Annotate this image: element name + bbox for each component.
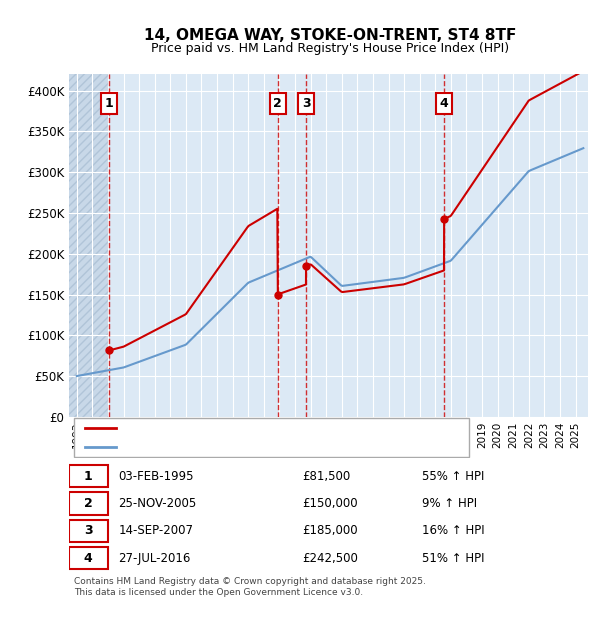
Text: 4: 4	[84, 552, 92, 565]
Text: 55% ↑ HPI: 55% ↑ HPI	[422, 469, 484, 482]
FancyBboxPatch shape	[69, 492, 108, 515]
Text: £150,000: £150,000	[302, 497, 358, 510]
Text: 1: 1	[105, 97, 114, 110]
Text: 27-JUL-2016: 27-JUL-2016	[118, 552, 191, 565]
Text: £185,000: £185,000	[302, 525, 358, 538]
Bar	[69, 74, 109, 417]
FancyBboxPatch shape	[74, 418, 469, 457]
Text: 9% ↑ HPI: 9% ↑ HPI	[422, 497, 477, 510]
Bar	[69, 74, 109, 417]
Text: 25-NOV-2005: 25-NOV-2005	[118, 497, 197, 510]
Text: Price paid vs. HM Land Registry's House Price Index (HPI): Price paid vs. HM Land Registry's House …	[151, 42, 509, 55]
Text: 2: 2	[84, 497, 92, 510]
Text: 4: 4	[440, 97, 449, 110]
FancyBboxPatch shape	[69, 547, 108, 569]
Text: 14, OMEGA WAY, STOKE-ON-TRENT, ST4 8TF: 14, OMEGA WAY, STOKE-ON-TRENT, ST4 8TF	[144, 28, 516, 43]
Text: 2: 2	[274, 97, 282, 110]
FancyBboxPatch shape	[69, 465, 108, 487]
Text: 14-SEP-2007: 14-SEP-2007	[118, 525, 193, 538]
FancyBboxPatch shape	[69, 520, 108, 542]
Text: £81,500: £81,500	[302, 469, 351, 482]
Text: £242,500: £242,500	[302, 552, 358, 565]
Text: Contains HM Land Registry data © Crown copyright and database right 2025.
This d: Contains HM Land Registry data © Crown c…	[74, 577, 426, 597]
Text: 16% ↑ HPI: 16% ↑ HPI	[422, 525, 485, 538]
Text: 3: 3	[84, 525, 92, 538]
Text: 3: 3	[302, 97, 310, 110]
Text: 1: 1	[84, 469, 92, 482]
Text: 03-FEB-1995: 03-FEB-1995	[118, 469, 194, 482]
Text: HPI: Average price, detached house, Stoke-on-Trent: HPI: Average price, detached house, Stok…	[126, 442, 394, 452]
Text: 14, OMEGA WAY, STOKE-ON-TRENT, ST4 8TF (detached house): 14, OMEGA WAY, STOKE-ON-TRENT, ST4 8TF (…	[126, 423, 451, 433]
Text: 51% ↑ HPI: 51% ↑ HPI	[422, 552, 484, 565]
